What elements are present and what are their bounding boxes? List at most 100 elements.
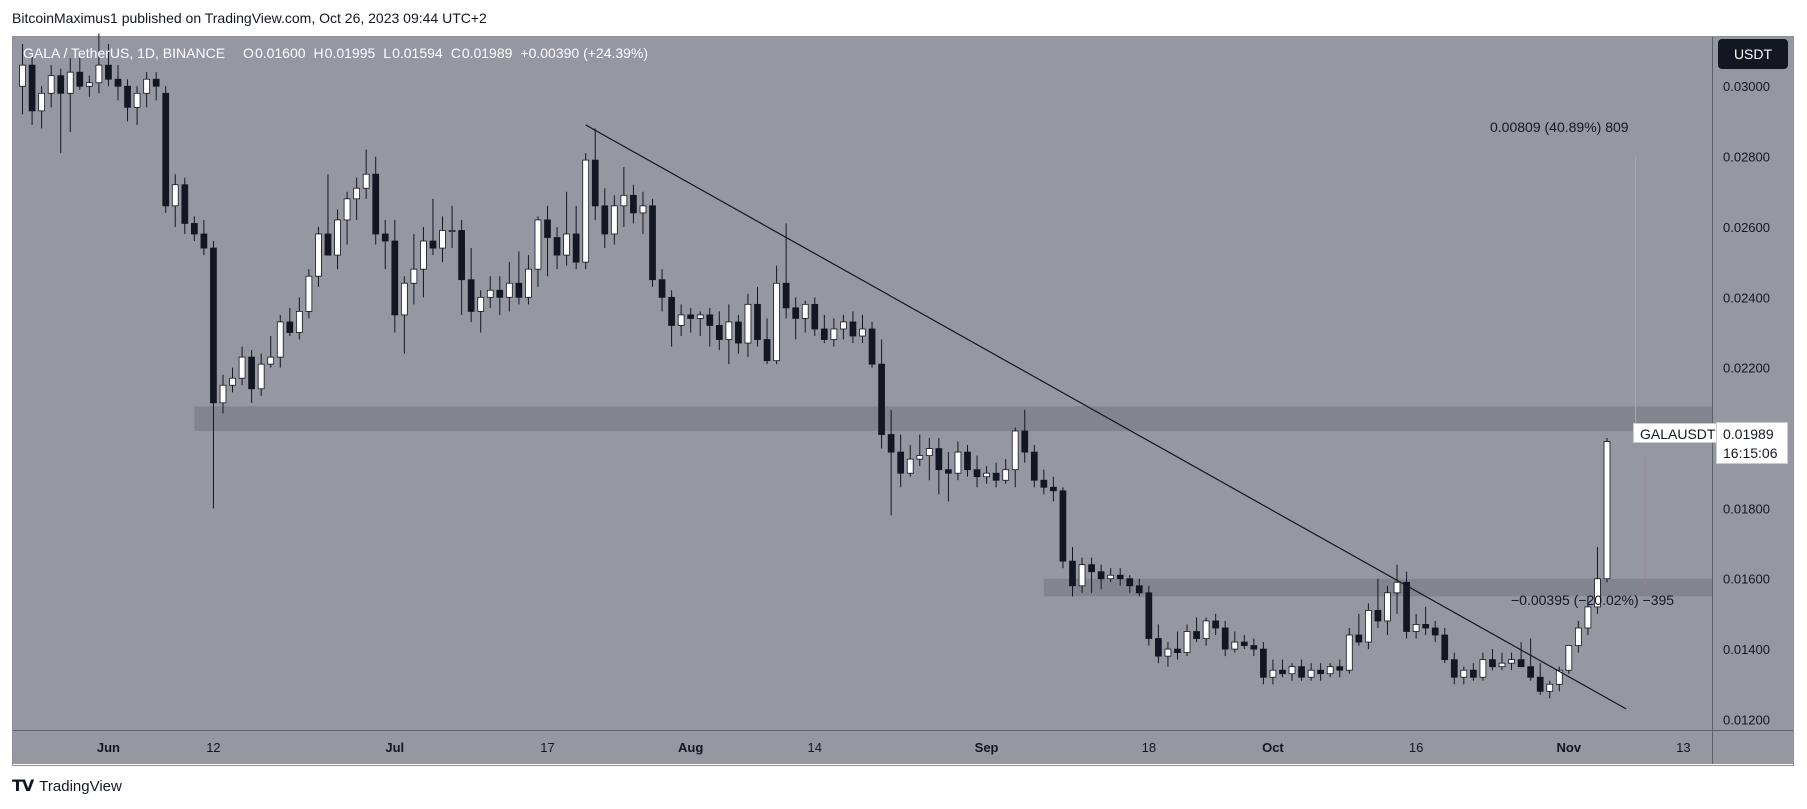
candle-body	[706, 314, 714, 326]
candle-body	[1202, 620, 1210, 639]
candle-body	[1479, 659, 1487, 678]
time-axis-background	[13, 730, 1712, 764]
candle-body	[649, 205, 656, 281]
candle-body	[267, 356, 275, 365]
time-tick-label: Sep	[975, 740, 999, 755]
candle-body	[735, 321, 742, 344]
price-tick-label: 0.01800	[1723, 501, 1770, 516]
candle-body	[1135, 585, 1143, 594]
candle-body	[1393, 581, 1401, 594]
candle-body	[1403, 581, 1410, 632]
candle-body	[477, 296, 485, 312]
candle-body	[820, 328, 828, 340]
candle-body	[1040, 479, 1048, 488]
candle-body	[276, 321, 284, 358]
time-tick-label: 12	[206, 740, 220, 755]
candle-body	[210, 247, 217, 404]
candle-body	[859, 328, 866, 337]
candle-body	[1365, 609, 1372, 643]
measure-lower-label: −0.00395 (−20.02%) −395	[1511, 592, 1675, 608]
legend-close-label: C	[450, 45, 461, 61]
candle-body	[725, 321, 733, 340]
candle-body	[1002, 469, 1010, 481]
candle-body	[1594, 578, 1601, 608]
plot-background	[13, 37, 1712, 730]
candle-body	[420, 240, 427, 270]
candle-body	[1269, 669, 1277, 678]
candle-body	[190, 223, 198, 235]
candle-body	[448, 230, 456, 232]
candle-body	[200, 233, 208, 249]
candle-body	[964, 451, 971, 471]
tradingview-logo-icon: 𝗧𝗩	[12, 778, 34, 795]
time-tick-label: 17	[540, 740, 554, 755]
candle-body	[19, 64, 26, 87]
time-tick-label: Jun	[97, 740, 120, 755]
candle-body	[1030, 451, 1038, 481]
candle-body	[66, 71, 74, 94]
candle-body	[773, 282, 780, 362]
candle-body	[1116, 574, 1124, 580]
candle-body	[1307, 669, 1315, 678]
candle-body	[544, 219, 551, 238]
candle-body	[1193, 631, 1200, 639]
candle-body	[1575, 627, 1582, 646]
candle-body	[1107, 574, 1115, 580]
candle-body	[248, 356, 255, 390]
candle-body	[1078, 564, 1086, 587]
footer-brand[interactable]: TradingView	[39, 777, 122, 795]
time-tick-label: 18	[1142, 740, 1156, 755]
candle-body	[534, 219, 542, 270]
candle-body	[1470, 669, 1477, 678]
candle-body	[229, 377, 236, 386]
candle-body	[28, 64, 36, 112]
candle-body	[763, 339, 771, 362]
candle-body	[572, 233, 580, 263]
candle-body	[630, 194, 637, 214]
candle-body	[677, 314, 685, 326]
price-tick-label: 0.03000	[1723, 79, 1770, 94]
candle-body	[878, 363, 885, 435]
candle-body	[105, 64, 112, 80]
candle-body	[1250, 645, 1258, 650]
candle-body	[1279, 669, 1286, 675]
candle-body	[372, 173, 380, 235]
candle-body	[1059, 490, 1067, 562]
legend-open-value: 0.01600	[254, 45, 306, 61]
candle-body	[1260, 648, 1267, 678]
candle-body	[496, 289, 504, 298]
candle-body	[391, 240, 399, 316]
price-tick-label: 0.02600	[1723, 220, 1770, 235]
candle-body	[715, 325, 723, 340]
candle-body	[945, 469, 952, 474]
candle-body	[47, 75, 55, 94]
candle-body	[1489, 659, 1496, 668]
footer: 𝗧𝗩 TradingView	[12, 776, 122, 796]
candle-body	[1174, 648, 1181, 654]
candle-body	[429, 240, 437, 249]
candle-body	[620, 194, 628, 207]
candle-body	[458, 230, 465, 281]
candle-body	[1145, 592, 1153, 639]
candle-body	[1326, 666, 1334, 675]
candle-body	[1555, 669, 1563, 685]
price-tick-label: 0.02800	[1723, 150, 1770, 165]
candle-body	[505, 282, 513, 298]
legend-symbol[interactable]: GALA / TetherUS, 1D, BINANCE	[23, 45, 226, 61]
candle-body	[305, 275, 313, 312]
candle-body	[76, 71, 84, 87]
candle-body	[1317, 669, 1325, 675]
candle-body	[935, 448, 943, 471]
currency-button[interactable]: USDT	[1718, 39, 1788, 69]
candle-body	[162, 92, 170, 207]
candle-body	[1288, 666, 1296, 675]
candle-body	[591, 159, 599, 207]
candle-body	[925, 448, 933, 457]
candle-body	[1422, 624, 1430, 629]
candle-body	[343, 198, 351, 221]
candle-body	[467, 279, 475, 312]
candle-body	[1374, 609, 1382, 622]
candle-body	[1212, 620, 1220, 629]
